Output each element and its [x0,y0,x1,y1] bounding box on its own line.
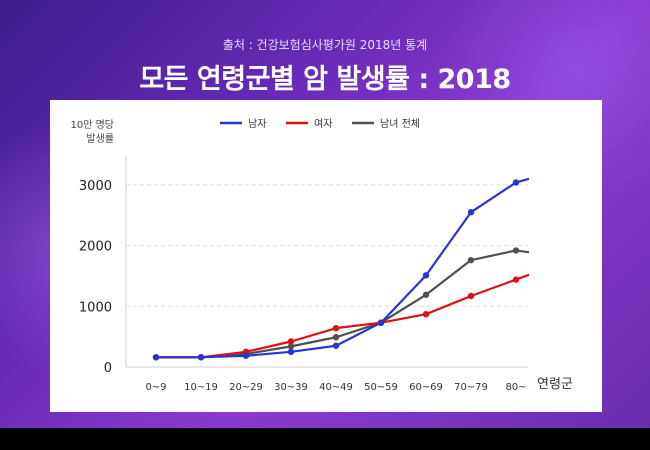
y-tick-label: 2000 [79,240,112,255]
data-point [467,292,475,300]
x-tick-label: 40~49 [319,382,353,393]
data-point [332,334,340,341]
gridlines [126,184,528,307]
data-point [422,272,430,279]
source-caption: 출처 : 건강보험심사평가원 2018년 통계 [222,38,428,52]
page-title: 모든 연령군별 암 발생률 : 2018 [139,64,511,95]
y-axis-title-line: 10만 명당 [70,119,114,131]
data-point [422,291,430,298]
data-point [512,179,520,186]
y-axis-title-line: 발생률 [86,133,114,145]
data-point [287,343,295,350]
y-tick-label: 1000 [79,300,112,315]
y-tick-label: 0 [104,361,112,376]
y-tick-label: 3000 [79,179,112,194]
series-line [156,273,530,359]
data-point [512,247,520,254]
series-lines [152,177,530,361]
series-line [156,177,530,359]
data-point [422,310,430,318]
x-tick-label: 80~ [505,382,526,393]
x-tick-label: 70~79 [454,382,488,393]
data-point [467,209,475,216]
y-tick-labels: 0 1000 2000 3000 [79,179,112,376]
data-point [197,354,205,361]
axes [125,156,528,368]
x-tick-label: 0~9 [145,382,166,393]
x-tick-label: 20~29 [229,382,263,393]
legend-label: 남자 [248,118,266,130]
x-tick-label: 50~59 [364,382,398,393]
legend-label: 남녀 전체 [380,118,420,130]
data-point [512,276,520,283]
data-point [287,348,295,356]
x-tick-label: 60~69 [409,382,443,393]
data-point [242,352,250,359]
x-axis-title: 연령군 [537,377,573,392]
x-tick-label: 10~19 [184,382,218,393]
data-point [467,256,475,264]
x-tick-label: 30~39 [274,382,308,393]
legend: 남자 여자 남녀 전체 [220,118,420,130]
x-tick-labels: 0~9 10~19 20~29 30~39 40~49 50~59 60~69 70~79 80… [145,382,526,393]
data-point [287,338,295,345]
data-point [332,342,340,349]
data-point [332,324,340,332]
legend-label: 여자 [314,118,332,130]
data-point [377,319,385,326]
data-point [152,354,160,361]
